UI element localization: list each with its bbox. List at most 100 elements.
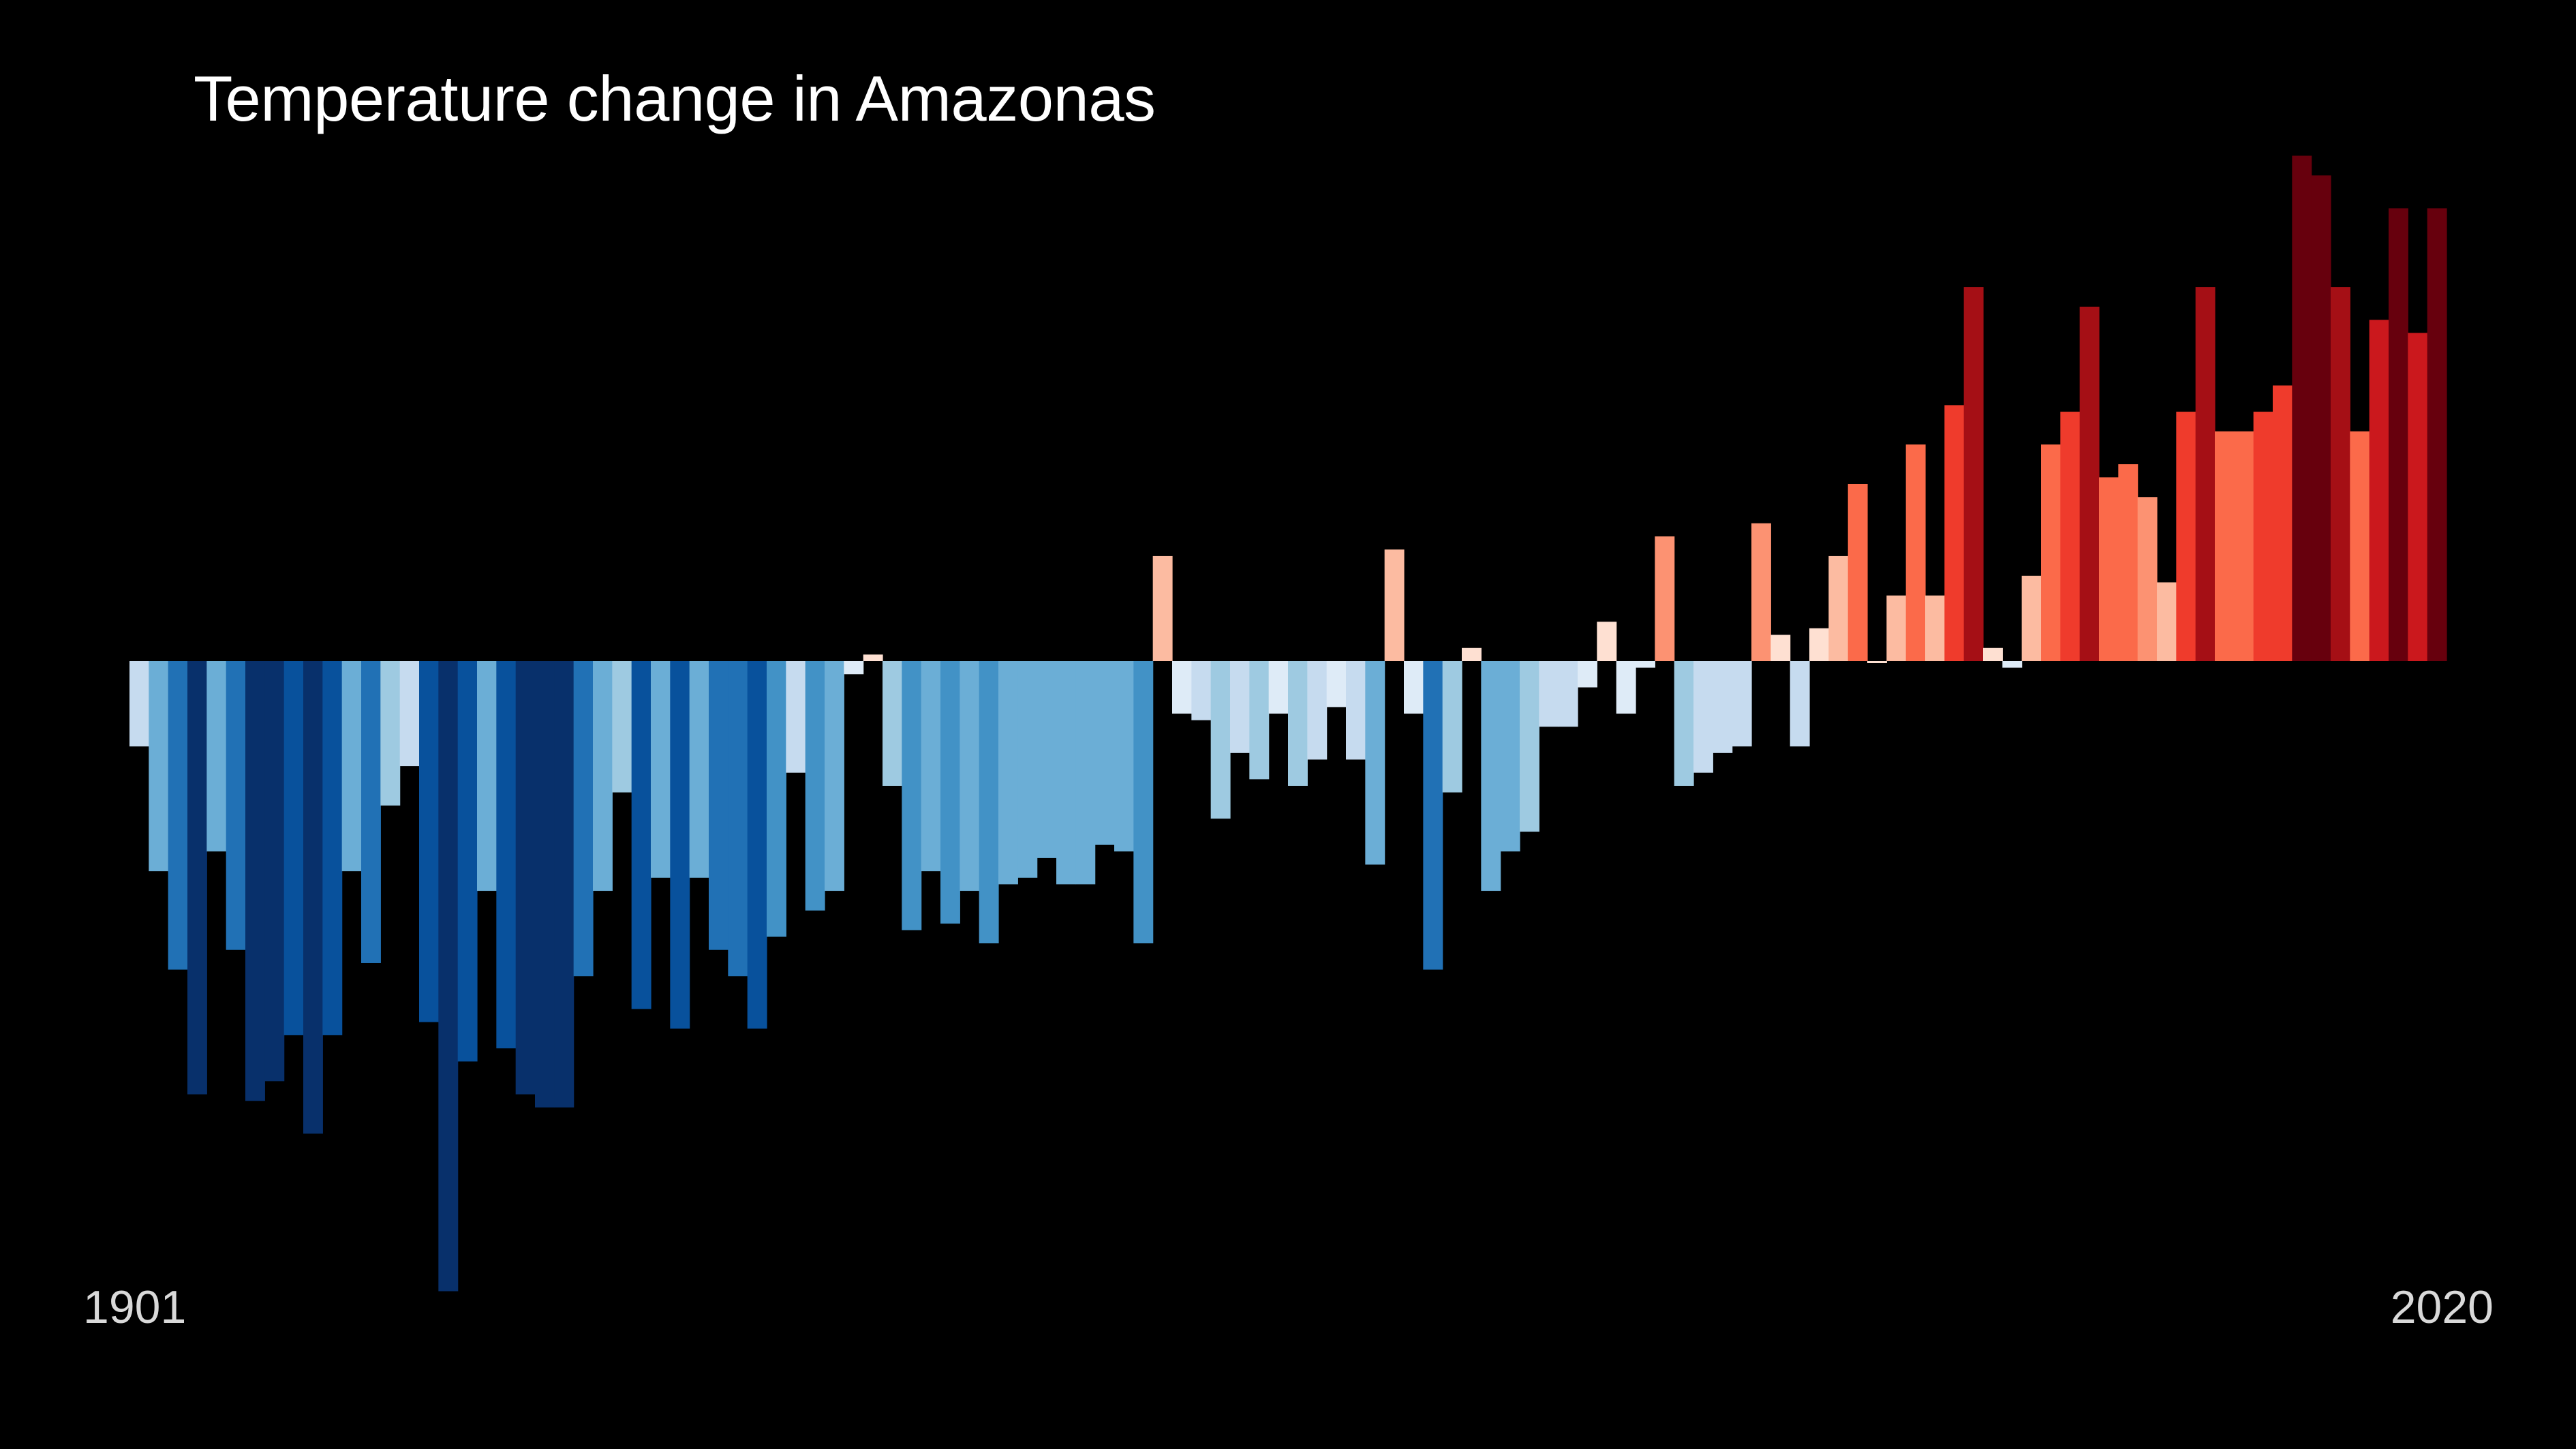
bar-2015: [2331, 287, 2350, 662]
bar-1983: [1713, 661, 1733, 753]
chart-title: Temperature change in Amazonas: [194, 63, 1156, 134]
bar-2009: [2215, 431, 2235, 661]
bar-2006: [2157, 582, 2177, 661]
bar-1909: [283, 661, 304, 1035]
bar-1976: [1578, 661, 1597, 688]
bar-1999: [2021, 575, 2042, 661]
bar-1998: [2002, 661, 2023, 668]
bar-1982: [1693, 661, 1713, 773]
bar-1917: [438, 661, 459, 1292]
bar-1995: [1944, 405, 1965, 661]
bar-1970: [1462, 647, 1482, 661]
bar-1963: [1326, 661, 1347, 707]
bar-1924: [573, 661, 594, 977]
bar-2016: [2350, 431, 2370, 661]
bar-1938: [844, 661, 864, 675]
bar-1951: [1094, 661, 1115, 845]
bar-1955: [1172, 661, 1192, 714]
bar-1997: [1983, 647, 2003, 661]
bar-1908: [264, 661, 285, 1082]
bar-1931: [709, 661, 729, 950]
bar-1952: [1114, 661, 1134, 852]
bar-2005: [2137, 497, 2158, 661]
bar-1918: [457, 661, 478, 1062]
bar-1910: [303, 661, 323, 1134]
bar-1943: [940, 661, 960, 924]
bar-1923: [554, 661, 574, 1108]
bar-2013: [2292, 155, 2312, 662]
bar-1977: [1597, 622, 1617, 661]
bar-1960: [1268, 661, 1289, 714]
bar-1992: [1886, 595, 1907, 661]
bar-1906: [226, 661, 246, 950]
bar-1928: [651, 661, 671, 878]
bar-1911: [322, 661, 343, 1035]
bar-1950: [1075, 661, 1096, 885]
bar-1939: [863, 654, 883, 661]
bar-1942: [921, 661, 941, 872]
bar-1985: [1751, 523, 1771, 661]
bar-1958: [1230, 661, 1250, 753]
bar-2010: [2234, 431, 2254, 661]
bar-2007: [2176, 412, 2196, 661]
bar-1996: [1963, 287, 1984, 662]
bar-1919: [477, 661, 497, 891]
bar-1921: [515, 661, 536, 1095]
bar-1987: [1790, 661, 1810, 747]
bar-1927: [631, 661, 651, 1009]
bar-1901: [129, 661, 149, 747]
bar-2014: [2311, 175, 2331, 661]
bar-1936: [805, 661, 825, 911]
bar-1994: [1925, 595, 1945, 661]
bar-1971: [1481, 661, 1501, 891]
bar-1986: [1770, 635, 1791, 661]
bar-1967: [1404, 661, 1424, 714]
start-year-label: 1901: [83, 1281, 187, 1333]
bar-1953: [1133, 661, 1154, 944]
bar-2019: [2408, 333, 2428, 661]
bar-1989: [1828, 555, 1849, 661]
bar-1916: [419, 661, 439, 1022]
bar-2003: [2099, 477, 2119, 661]
bar-1980: [1655, 536, 1675, 661]
bar-1905: [206, 661, 227, 852]
bar-2000: [2041, 444, 2061, 661]
bar-1961: [1288, 661, 1308, 786]
bar-1981: [1674, 661, 1694, 786]
bar-1991: [1867, 661, 1887, 663]
bar-1978: [1616, 661, 1636, 714]
bar-1903: [168, 661, 188, 970]
bar-1935: [786, 661, 806, 773]
bar-1929: [670, 661, 690, 1029]
bar-1944: [960, 661, 980, 891]
bar-1974: [1539, 661, 1559, 727]
bar-2017: [2369, 320, 2389, 661]
bar-1988: [1809, 628, 1829, 661]
end-year-label: 2020: [2390, 1281, 2494, 1333]
bar-1926: [612, 661, 632, 793]
bar-2018: [2389, 208, 2408, 661]
bar-1959: [1249, 661, 1270, 780]
bar-1902: [149, 661, 169, 872]
bar-1968: [1423, 661, 1443, 970]
bar-1947: [1017, 661, 1038, 878]
bar-1925: [593, 661, 613, 891]
bar-2008: [2195, 287, 2215, 662]
bar-1913: [361, 661, 381, 963]
bar-1937: [825, 661, 844, 891]
bar-1973: [1520, 661, 1539, 832]
bar-1956: [1191, 661, 1212, 720]
bar-1930: [689, 661, 709, 878]
bar-1993: [1905, 444, 1926, 661]
bar-1934: [767, 661, 786, 937]
bar-1922: [535, 661, 555, 1108]
bar-2004: [2118, 464, 2138, 661]
bar-1946: [998, 661, 1018, 885]
bar-1933: [747, 661, 767, 1029]
bar-1954: [1152, 555, 1173, 661]
bar-1990: [1847, 483, 1868, 661]
bar-1940: [883, 661, 902, 786]
bar-2020: [2427, 208, 2447, 661]
